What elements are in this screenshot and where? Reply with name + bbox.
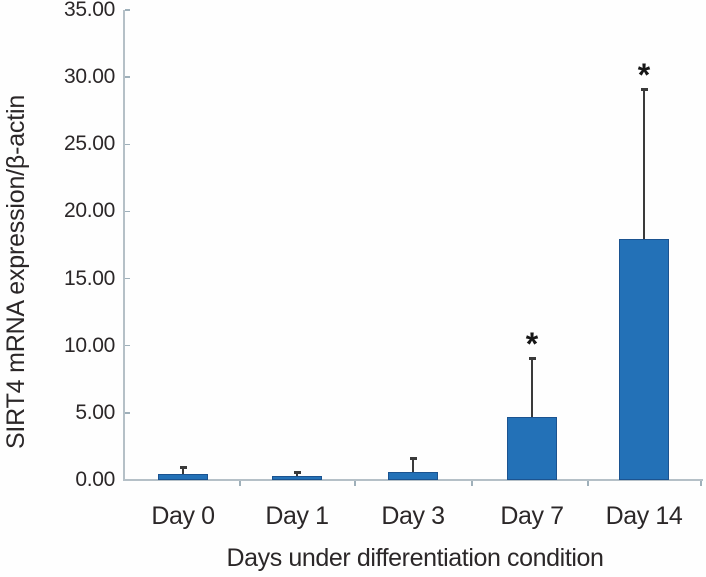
y-tick-label: 0.00	[75, 468, 115, 491]
bar	[158, 473, 208, 480]
error-bar-cap	[640, 88, 648, 92]
y-tick-mark	[125, 277, 130, 280]
bar	[507, 417, 557, 480]
x-tick-mark	[587, 481, 589, 486]
x-tick-label: Day 7	[500, 502, 564, 530]
y-tick-label: 5.00	[75, 400, 115, 424]
error-bar	[296, 472, 298, 476]
error-bar	[643, 89, 645, 239]
y-axis-line	[123, 10, 125, 481]
error-bar	[531, 358, 533, 418]
significance-asterisk: *	[525, 325, 539, 362]
x-tick-mark	[354, 481, 356, 486]
error-bar	[182, 467, 184, 474]
y-tick-mark	[125, 76, 130, 78]
bar	[272, 475, 322, 480]
error-bar-cap	[409, 456, 417, 460]
y-tick-label: 15.00	[63, 266, 115, 290]
x-tick-mark	[471, 481, 473, 486]
bar	[388, 471, 438, 480]
y-tick-mark	[125, 9, 130, 11]
error-bar-cap	[179, 466, 187, 470]
x-axis-line	[123, 479, 703, 481]
significance-asterisk: *	[637, 56, 651, 93]
y-tick-mark	[125, 210, 130, 213]
x-tick-label: Day 14	[605, 502, 683, 530]
y-tick-label: 35.00	[63, 0, 115, 21]
y-tick-label: 20.00	[63, 199, 115, 223]
y-tick-mark	[125, 143, 130, 146]
error-bar	[412, 458, 414, 472]
y-tick-label: 10.00	[63, 333, 115, 357]
bar	[619, 238, 669, 480]
x-tick-mark	[239, 481, 241, 486]
x-tick-mark	[700, 481, 702, 486]
y-tick-label: 25.00	[63, 132, 115, 156]
y-tick-mark	[125, 412, 130, 414]
x-tick-label: Day 1	[265, 502, 329, 530]
x-axis-title: Days under differentiation condition	[226, 544, 604, 572]
x-tick-label: Day 0	[151, 502, 215, 530]
x-tick-label: Day 3	[381, 502, 445, 530]
error-bar-cap	[528, 357, 536, 361]
error-bar-cap	[293, 470, 301, 474]
y-tick-mark	[125, 344, 130, 347]
y-tick-label: 30.00	[63, 65, 115, 89]
